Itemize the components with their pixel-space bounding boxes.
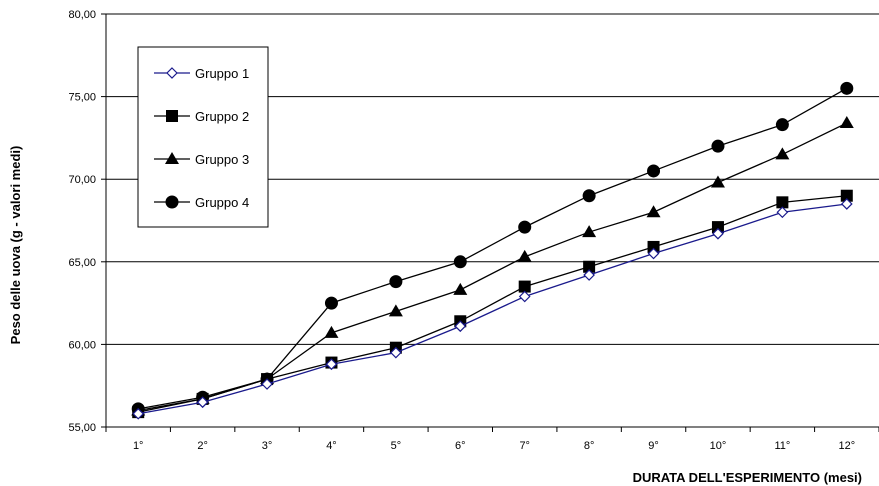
y-axis-title: Peso delle uova (g - valori medi) bbox=[8, 146, 23, 345]
data-point-diamond bbox=[196, 396, 209, 409]
data-point-diamond bbox=[647, 247, 660, 260]
data-point-circle bbox=[582, 189, 596, 203]
series-group bbox=[131, 81, 854, 420]
series-line bbox=[138, 195, 847, 413]
data-point-diamond bbox=[840, 198, 853, 210]
data-point-circle bbox=[775, 118, 789, 132]
x-tick-label: 8° bbox=[584, 440, 595, 452]
data-point-square bbox=[711, 221, 724, 234]
legend-item: Gruppo 4 bbox=[154, 195, 249, 210]
data-point-diamond bbox=[132, 407, 145, 420]
y-tick-label: 60,00 bbox=[68, 339, 96, 351]
x-axis-ticks: 1° 2° 3° 4° 5° 6° 7° 8° 9° 10° 11° 12° bbox=[105, 427, 879, 452]
x-axis-title: DURATA DELL'ESPERIMENTO (mesi) bbox=[633, 470, 862, 485]
x-tick-label: 5° bbox=[391, 440, 402, 452]
legend-item: Gruppo 1 bbox=[154, 66, 249, 81]
x-tick-label: 10° bbox=[710, 440, 727, 452]
x-tick-label: 3° bbox=[262, 440, 273, 452]
data-point-diamond bbox=[390, 346, 402, 359]
data-point-triangle bbox=[646, 205, 661, 218]
y-tick-label: 80,00 bbox=[68, 9, 96, 21]
x-tick-label: 2° bbox=[197, 440, 208, 452]
data-point-triangle bbox=[710, 175, 725, 188]
data-point-square bbox=[166, 110, 178, 122]
data-point-diamond bbox=[261, 378, 273, 390]
data-point-triangle bbox=[582, 225, 597, 238]
data-point-circle bbox=[840, 81, 854, 95]
legend-item: Gruppo 3 bbox=[154, 152, 249, 167]
x-tick-label: 12° bbox=[838, 440, 855, 452]
data-point-triangle bbox=[165, 152, 179, 164]
data-point-diamond bbox=[712, 227, 724, 240]
data-point-circle bbox=[711, 139, 725, 153]
data-point-square bbox=[647, 240, 660, 253]
legend: Gruppo 1 Gruppo 2 Gruppo 3 Gruppo 4 bbox=[137, 46, 269, 228]
series-line bbox=[138, 203, 847, 415]
data-point-triangle bbox=[453, 282, 468, 295]
x-tick-label: 6° bbox=[455, 440, 466, 452]
data-point-diamond bbox=[518, 290, 531, 303]
data-point-square bbox=[840, 189, 853, 202]
legend-frame bbox=[137, 46, 269, 228]
y-tick-label: 70,00 bbox=[68, 174, 96, 186]
data-point-diamond bbox=[776, 206, 789, 219]
data-point-triangle bbox=[388, 304, 403, 317]
y-axis-ticks: 55,00 60,00 65,00 70,00 75,00 80,00 bbox=[68, 9, 106, 434]
data-point-triangle bbox=[775, 147, 790, 160]
legend-label: Gruppo 2 bbox=[195, 109, 249, 124]
data-point-diamond bbox=[166, 67, 178, 79]
y-tick-label: 65,00 bbox=[68, 257, 96, 269]
data-point-circle bbox=[647, 164, 661, 178]
legend-label: Gruppo 3 bbox=[195, 152, 249, 167]
data-point-diamond bbox=[583, 269, 595, 281]
data-point-triangle bbox=[324, 325, 339, 338]
x-tick-label: 9° bbox=[648, 440, 659, 452]
x-tick-label: 4° bbox=[326, 440, 337, 452]
data-point-circle bbox=[453, 255, 467, 269]
legend-label: Gruppo 4 bbox=[195, 195, 249, 210]
y-tick-label: 75,00 bbox=[68, 92, 96, 104]
data-point-square bbox=[776, 196, 789, 209]
data-point-triangle bbox=[517, 249, 532, 262]
y-tick-label: 55,00 bbox=[68, 422, 96, 434]
data-point-diamond bbox=[454, 320, 467, 333]
x-tick-label: 7° bbox=[519, 440, 530, 452]
data-point-square bbox=[518, 280, 531, 293]
x-tick-label: 1° bbox=[133, 440, 144, 452]
data-point-circle bbox=[324, 296, 338, 310]
data-point-circle bbox=[389, 275, 403, 289]
data-point-circle bbox=[518, 220, 532, 234]
data-point-square bbox=[583, 260, 596, 273]
data-point-triangle bbox=[839, 116, 854, 129]
legend-label: Gruppo 1 bbox=[195, 66, 249, 81]
x-tick-label: 11° bbox=[774, 440, 790, 452]
data-point-diamond bbox=[325, 358, 338, 371]
series-gruppo-1 bbox=[132, 198, 853, 420]
legend-item: Gruppo 2 bbox=[154, 109, 249, 124]
data-point-circle bbox=[165, 195, 179, 209]
